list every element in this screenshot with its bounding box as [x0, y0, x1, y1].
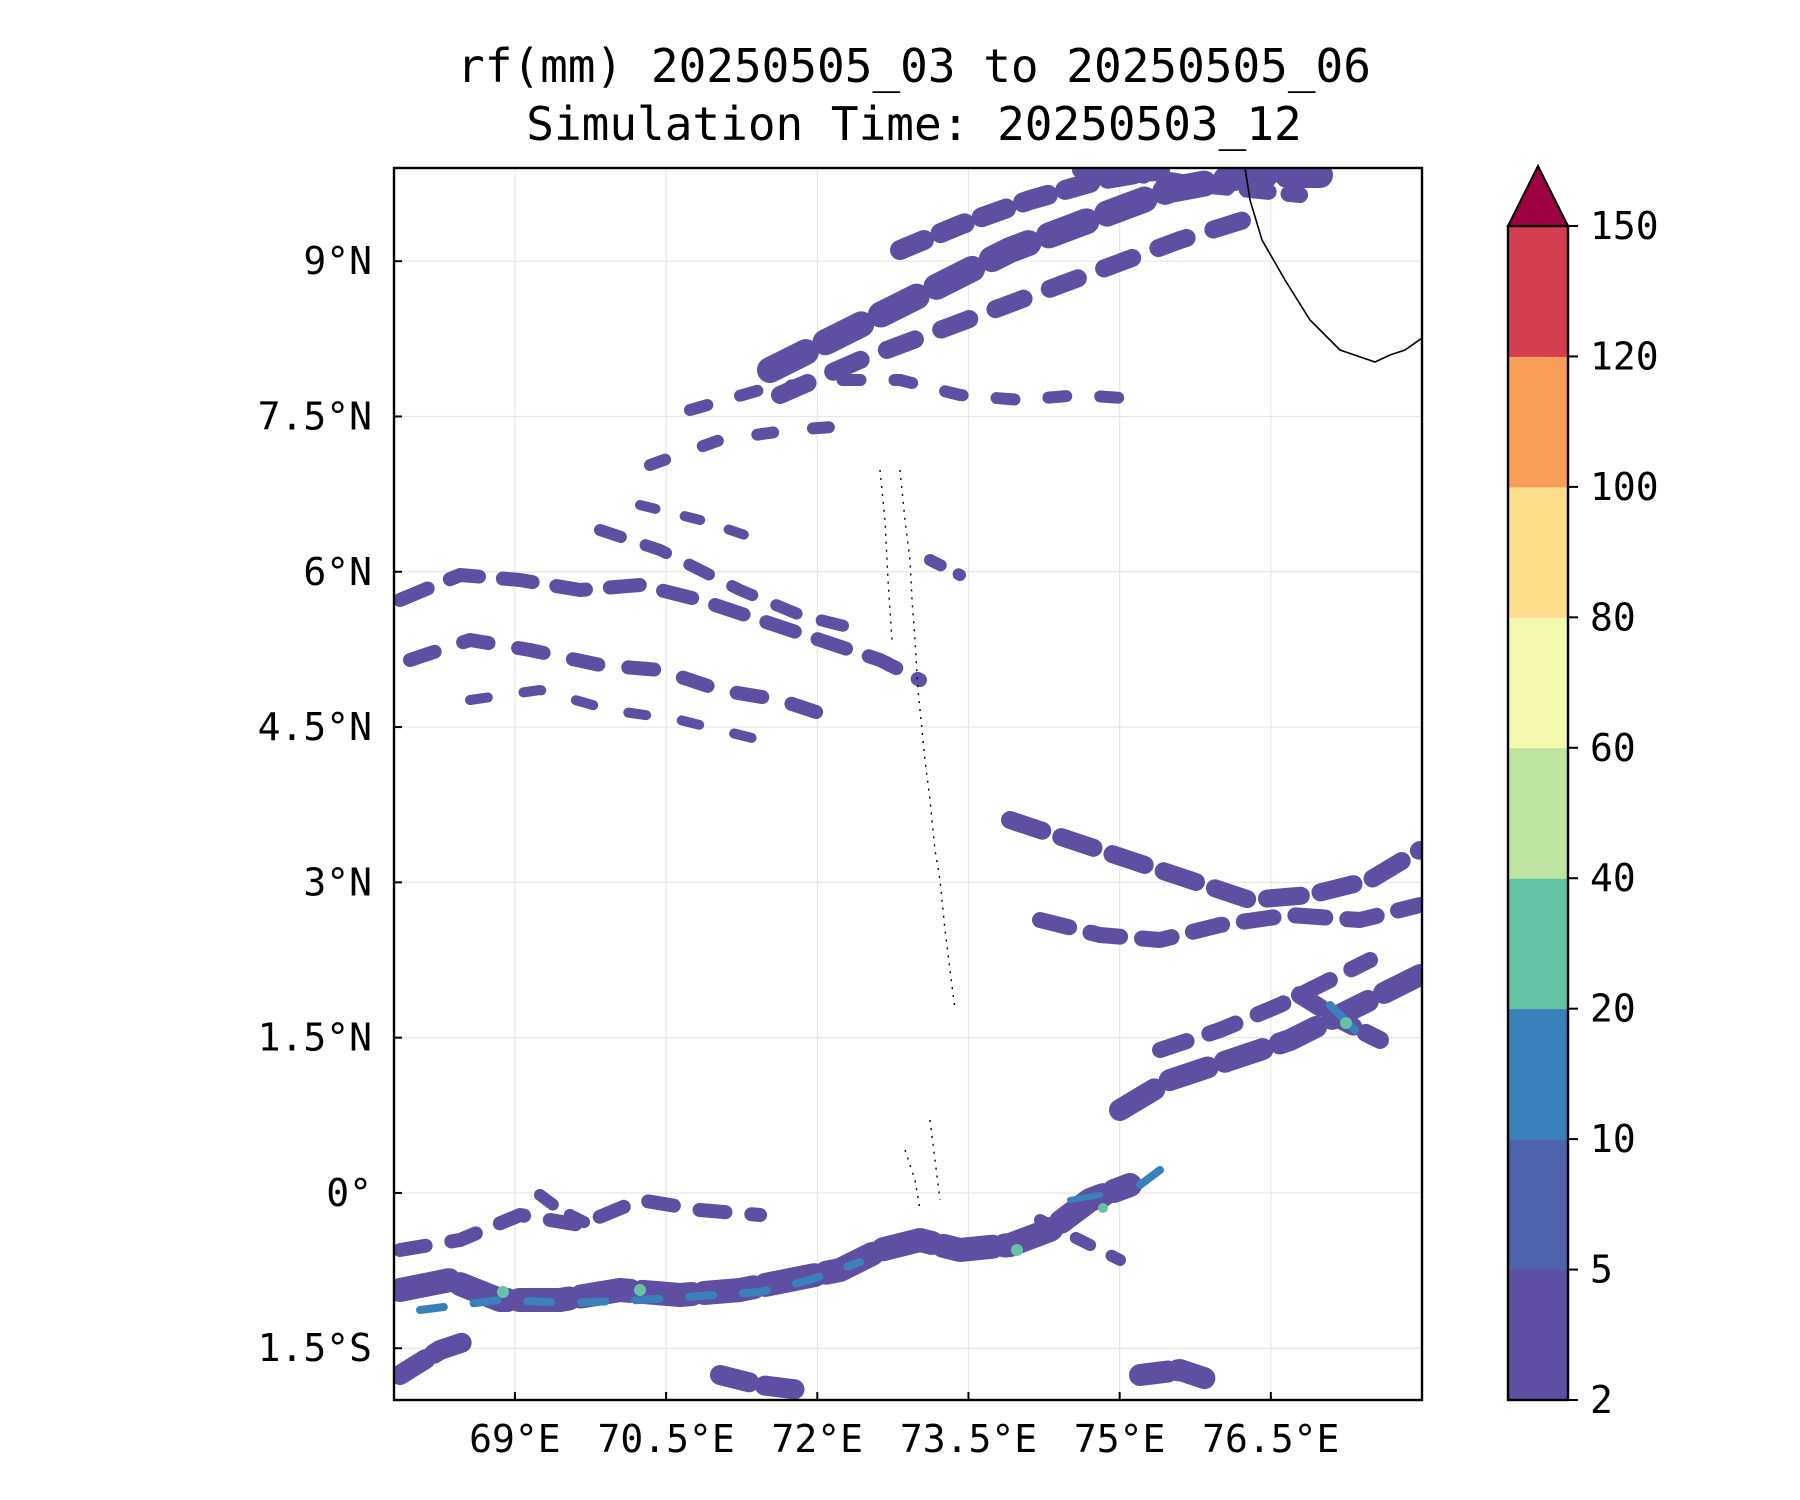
colorbar-segment [1508, 1139, 1568, 1271]
lat-tick-label: 3°N [303, 860, 372, 904]
lon-tick-label: 69°E [469, 1417, 561, 1461]
coastline [1244, 168, 1422, 363]
colorbar-tick-label: 150 [1590, 204, 1659, 248]
colorbar-tick-label: 20 [1590, 987, 1636, 1031]
lat-tick-label: 1.5°N [258, 1016, 372, 1060]
colorbar-segment [1508, 1008, 1568, 1140]
map-subtitle: Simulation Time: 20250503_12 [526, 97, 1302, 151]
lat-tick-label: 7.5°N [258, 394, 372, 438]
colorbar-segment [1508, 1269, 1568, 1401]
rain-band-north [644, 168, 1333, 471]
colorbar-tick-label: 60 [1590, 726, 1636, 770]
map-title: rf(mm) 20250505_03 to 20250505_06 [457, 39, 1371, 93]
latitude-axis: 9°N 7.5°N 6°N 4.5°N 3°N 1.5°N 0° 1.5°S [258, 239, 402, 1370]
lat-tick-label: 1.5°S [258, 1326, 372, 1370]
colorbar-tick-label: 40 [1590, 856, 1636, 900]
lat-tick-label: 0° [326, 1171, 372, 1215]
colorbar-segment [1508, 486, 1568, 618]
colorbar-segment [1508, 878, 1568, 1010]
colorbar-tick-label: 2 [1590, 1378, 1613, 1422]
lon-tick-label: 75°E [1074, 1417, 1166, 1461]
colorbar-frame [1506, 224, 1570, 1402]
lat-tick-label: 6°N [303, 550, 372, 594]
lon-tick-label: 76.5°E [1202, 1417, 1339, 1461]
lat-tick-label: 9°N [303, 239, 372, 283]
plot-area [394, 168, 1422, 1400]
colorbar-extend-arrow [1506, 163, 1570, 227]
lon-tick-label: 70.5°E [597, 1417, 734, 1461]
rain-band-west [394, 500, 966, 745]
colorbar-segment [1508, 617, 1568, 749]
longitude-axis: 69°E 70.5°E 72°E 73.5°E 75°E 76.5°E [469, 1392, 1339, 1461]
colorbar-tick-label: 10 [1590, 1117, 1636, 1161]
islands [879, 469, 956, 1211]
colorbar-tick-label: 80 [1590, 595, 1636, 639]
colorbar-tick-label: 100 [1590, 465, 1659, 509]
lat-tick-label: 4.5°N [258, 705, 372, 749]
lon-tick-label: 72°E [772, 1417, 864, 1461]
colorbar-segment [1508, 747, 1568, 879]
rain-core-green [497, 1017, 1352, 1298]
colorbar: 2 5 10 20 40 60 80 100 120 150 [1506, 163, 1659, 1422]
lon-tick-label: 73.5°E [900, 1417, 1037, 1461]
rain-band-southeast [1001, 811, 1422, 1121]
colorbar-segment [1508, 226, 1568, 357]
colorbar-tick-label: 120 [1590, 334, 1659, 378]
plot-frame [392, 166, 1424, 1402]
colorbar-segment [1508, 356, 1568, 488]
rainfall-contours [394, 168, 1422, 1400]
colorbar-tick-label: 5 [1590, 1248, 1613, 1292]
